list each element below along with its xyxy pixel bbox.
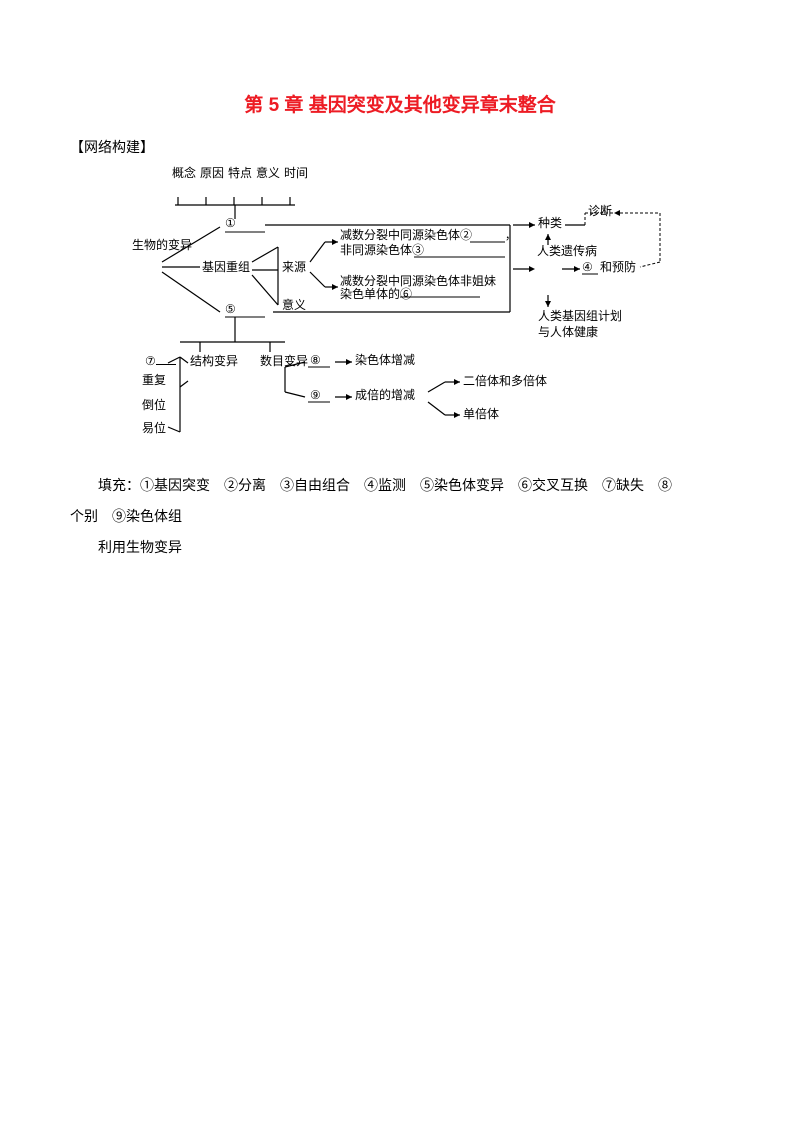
s-item-0: ⑦ [145, 352, 176, 368]
hdr-meaning: 意义 [256, 167, 268, 181]
branch-2: 基因重组 [202, 261, 250, 274]
right-types: 种类 [538, 217, 562, 230]
src1a: 减数分裂中同源染色体② ， [340, 229, 516, 242]
concept-diagram: 概念 原因 特点 意义 时间 生物的变异 ① 基因重组 ⑤ 来源 意义 减数分裂… [120, 167, 680, 457]
num-var: 数目变异 [260, 355, 272, 369]
s-item-3: 易位 [142, 422, 166, 435]
fill-answers-2: 个别 ⑨染色体组 [70, 503, 730, 534]
s-item-1: 重复 [142, 374, 166, 387]
right-mon2: 和预防 [600, 261, 636, 274]
page-title: 第 5 章 基因突变及其他变异章末整合 [70, 90, 730, 117]
hdr-feature: 特点 [228, 167, 240, 181]
hdr-time: 时间 [284, 167, 296, 181]
num1t: 染色体增减 [355, 354, 415, 367]
num2t: 成倍的增减 [355, 389, 415, 402]
root-node: 生物的变异 [132, 239, 144, 253]
poly2: 单倍体 [463, 408, 499, 421]
struct-var: 结构变异 [190, 355, 202, 369]
fill-answers-1: 填充：①基因突变 ②分离 ③自由组合 ④监测 ⑤染色体变异 ⑥交叉互换 ⑦缺失 … [70, 472, 730, 503]
num2: ⑨ [310, 389, 321, 402]
s-item-2: 倒位 [142, 399, 166, 412]
branch-1: ① [225, 217, 236, 230]
num1: ⑧ [310, 354, 321, 367]
hdr-reason: 原因 [200, 167, 212, 181]
poly1: 二倍体和多倍体 [463, 375, 547, 388]
source-label: 来源 [282, 261, 306, 274]
hdr-concept: 概念 [172, 167, 184, 181]
src2b: 染色单体的⑥ [340, 288, 412, 301]
right-disease: 人类遗传病 [537, 245, 549, 259]
right-diag: 诊断 [588, 205, 612, 218]
fill-answers-3: 利用生物变异 [70, 534, 730, 565]
right-bottom: 人类基因组计划 与人体健康 [538, 309, 622, 340]
src1b: 非同源染色体③ [340, 244, 424, 257]
branch-3: ⑤ [225, 303, 236, 316]
right-mon: ④ [582, 261, 593, 274]
section-label: 【网络构建】 [70, 137, 730, 157]
meaning-label: 意义 [282, 299, 306, 312]
